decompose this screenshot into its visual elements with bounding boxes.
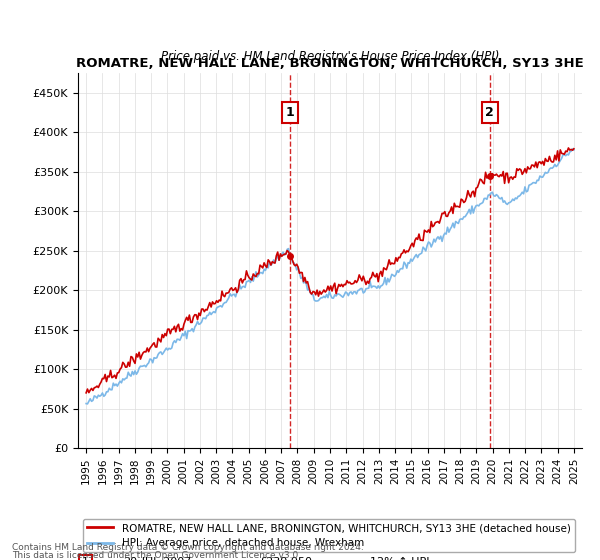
Text: 20-JUL-2007: 20-JUL-2007 [124, 557, 192, 560]
Text: Price paid vs. HM Land Registry's House Price Index (HPI): Price paid vs. HM Land Registry's House … [161, 50, 499, 63]
Legend: ROMATRE, NEW HALL LANE, BRONINGTON, WHITCHURCH, SY13 3HE (detached house), HPI: : ROMATRE, NEW HALL LANE, BRONINGTON, WHIT… [83, 519, 575, 552]
Text: 1: 1 [82, 557, 89, 560]
Text: 2: 2 [485, 106, 494, 119]
Title: ROMATRE, NEW HALL LANE, BRONINGTON, WHITCHURCH, SY13 3HE: ROMATRE, NEW HALL LANE, BRONINGTON, WHIT… [76, 57, 584, 70]
Text: 1: 1 [286, 106, 295, 119]
Text: This data is licensed under the Open Government Licence v3.0.: This data is licensed under the Open Gov… [12, 551, 301, 560]
Text: Contains HM Land Registry data © Crown copyright and database right 2024.: Contains HM Land Registry data © Crown c… [12, 543, 364, 552]
Text: 12% ↑ HPI: 12% ↑ HPI [370, 557, 430, 560]
Text: £239,950: £239,950 [259, 557, 313, 560]
